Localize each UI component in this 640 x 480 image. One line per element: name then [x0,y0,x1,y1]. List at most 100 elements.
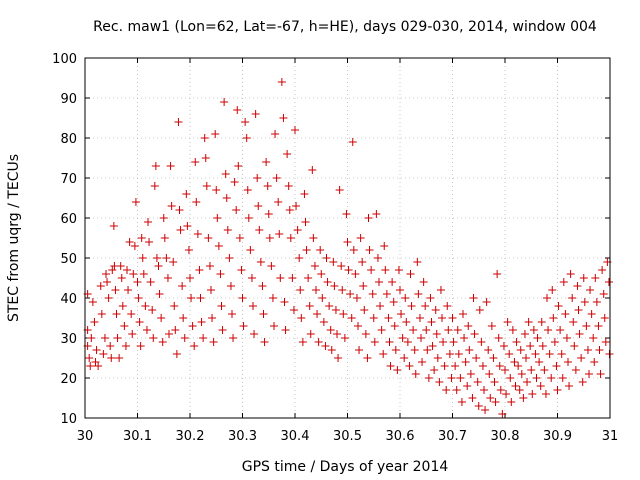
data-point [102,270,110,278]
data-point [543,294,551,302]
data-point [480,386,488,394]
data-point [472,354,481,362]
data-point [106,342,115,350]
plot-frame [84,57,611,419]
data-point [275,230,284,238]
data-point [127,310,136,318]
data-point [391,346,400,354]
data-point [130,242,139,250]
data-point [385,338,394,346]
data-point [553,386,562,394]
data-point [306,330,315,338]
data-point [591,274,600,282]
data-point [232,206,241,214]
data-point [496,386,505,394]
data-point [86,362,95,370]
data-point [540,366,549,374]
data-point [398,334,407,342]
data-point [222,194,231,202]
data-point [96,282,105,290]
data-point [128,330,137,338]
data-point [461,358,470,366]
data-point [592,298,601,306]
data-point [390,322,399,330]
data-point [259,310,268,318]
data-point [255,226,264,234]
data-point [99,350,108,358]
data-point [108,266,117,274]
data-point [457,398,466,406]
data-point [598,266,607,274]
data-point [413,258,422,266]
data-point [325,302,334,310]
data-point [293,226,302,234]
data-point [260,338,269,346]
data-point [486,394,495,402]
data-point [474,402,483,410]
data-point [300,190,309,198]
data-point [319,318,328,326]
data-point [192,198,201,206]
data-point [568,294,577,302]
x-tick-label: 31 [602,429,619,444]
data-point [137,234,146,242]
data-point [544,326,553,334]
data-point [334,354,343,362]
data-point [271,130,280,138]
data-point [321,342,330,350]
data-point [384,314,393,322]
data-point [87,334,96,342]
data-point [285,206,294,214]
data-point [329,258,338,266]
data-point [251,110,260,118]
data-point [482,298,491,306]
chart-title: Rec. maw1 (Lon=62, Lat=-67, h=HE), days … [93,19,597,35]
y-tick-label: 40 [60,292,77,307]
data-point [272,174,281,182]
data-point [120,322,129,330]
data-point [515,386,524,394]
data-point [376,302,385,310]
data-point [142,326,151,334]
x-tick-label: 30.4 [281,429,310,444]
data-point [573,282,582,290]
data-point [468,394,477,402]
data-point [256,258,265,266]
y-tick-labels: 10 20 30 40 50 60 70 80 90 100 [52,52,77,427]
data-point [554,302,563,310]
data-point [190,342,199,350]
data-point [151,162,160,170]
data-point [338,286,347,294]
data-point [575,330,584,338]
data-point [526,342,535,350]
data-point [144,218,152,226]
data-point [241,118,250,126]
data-point [531,350,540,358]
data-point [439,338,448,346]
data-point [170,302,179,310]
data-point [297,314,306,322]
data-point [111,286,120,294]
data-point [452,386,461,394]
data-point [520,330,529,338]
data-point [207,286,215,294]
data-point [121,342,130,350]
data-point [103,278,112,286]
data-point [491,398,500,406]
data-point [183,222,192,230]
y-tick-label: 70 [60,172,77,187]
data-point [418,358,427,366]
data-point [528,390,537,398]
data-point [403,338,412,346]
data-point [435,378,444,386]
data-point [289,306,298,314]
data-point [351,270,360,278]
data-point [505,350,514,358]
data-points [83,78,614,418]
data-point [312,286,320,294]
data-point [155,290,164,298]
data-point [473,378,482,386]
data-point [463,382,472,390]
x-axis-label: GPS time / Days of year 2014 [242,459,449,475]
data-point [529,326,538,334]
